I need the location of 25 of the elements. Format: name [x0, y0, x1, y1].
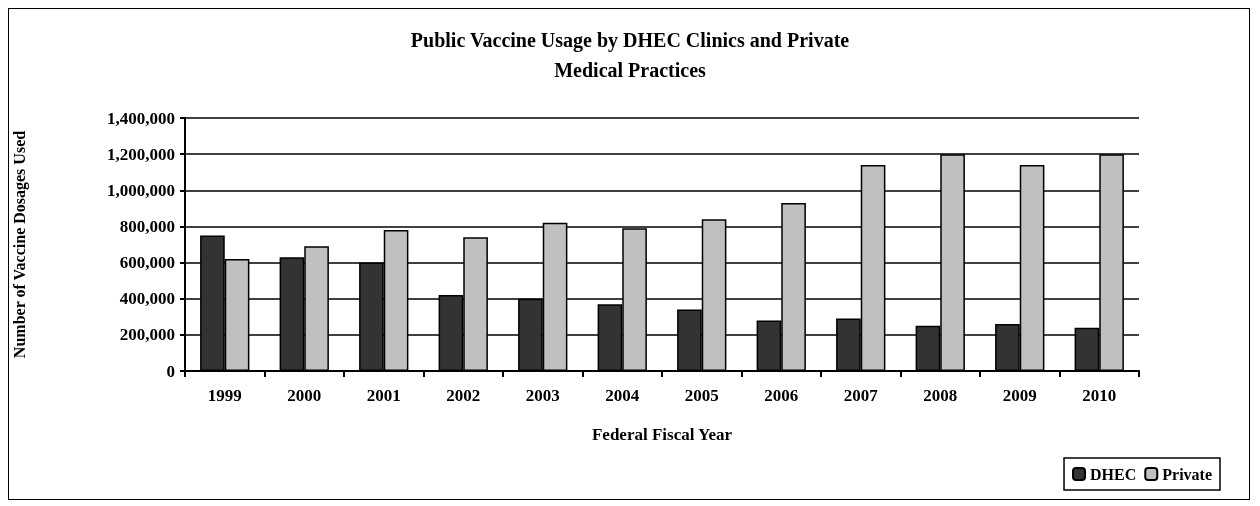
x-tick-label: 2008	[923, 386, 958, 405]
x-tick-label: 1999	[207, 386, 242, 405]
x-tick-label: 2009	[1002, 386, 1037, 405]
legend-label: DHEC	[1090, 465, 1137, 483]
x-tick-label: 2010	[1082, 386, 1117, 405]
y-tick-label: 1,000,000	[107, 180, 175, 200]
x-tick-label: 2007	[843, 386, 879, 405]
y-tick-label: 1,200,000	[107, 144, 175, 164]
x-tick-label: 2000	[287, 386, 322, 405]
x-tick-label: 2006	[764, 386, 799, 405]
x-tick-label: 2004	[605, 386, 640, 405]
legend-label: Private	[1162, 465, 1212, 483]
y-tick-label: 0	[166, 361, 175, 381]
chart-title: Public Vaccine Usage by DHEC Clinics and Private Medical Practices	[410, 29, 850, 81]
x-axis-title: Federal Fiscal Year	[591, 425, 733, 444]
y-tick-label: 1,400,000	[107, 108, 175, 128]
y-tick-label: 800,000	[119, 216, 175, 236]
x-tick-label: 2001	[366, 386, 401, 405]
x-tick-label: 2005	[684, 386, 719, 405]
x-tick-label: 2002	[446, 386, 481, 405]
y-tick-label: 200,000	[119, 325, 175, 345]
y-tick-label: 400,000	[119, 289, 175, 309]
y-axis-title: Number of Vaccine Dosages Used	[10, 130, 29, 359]
y-tick-label: 600,000	[119, 253, 175, 273]
x-tick-label: 2003	[525, 386, 560, 405]
